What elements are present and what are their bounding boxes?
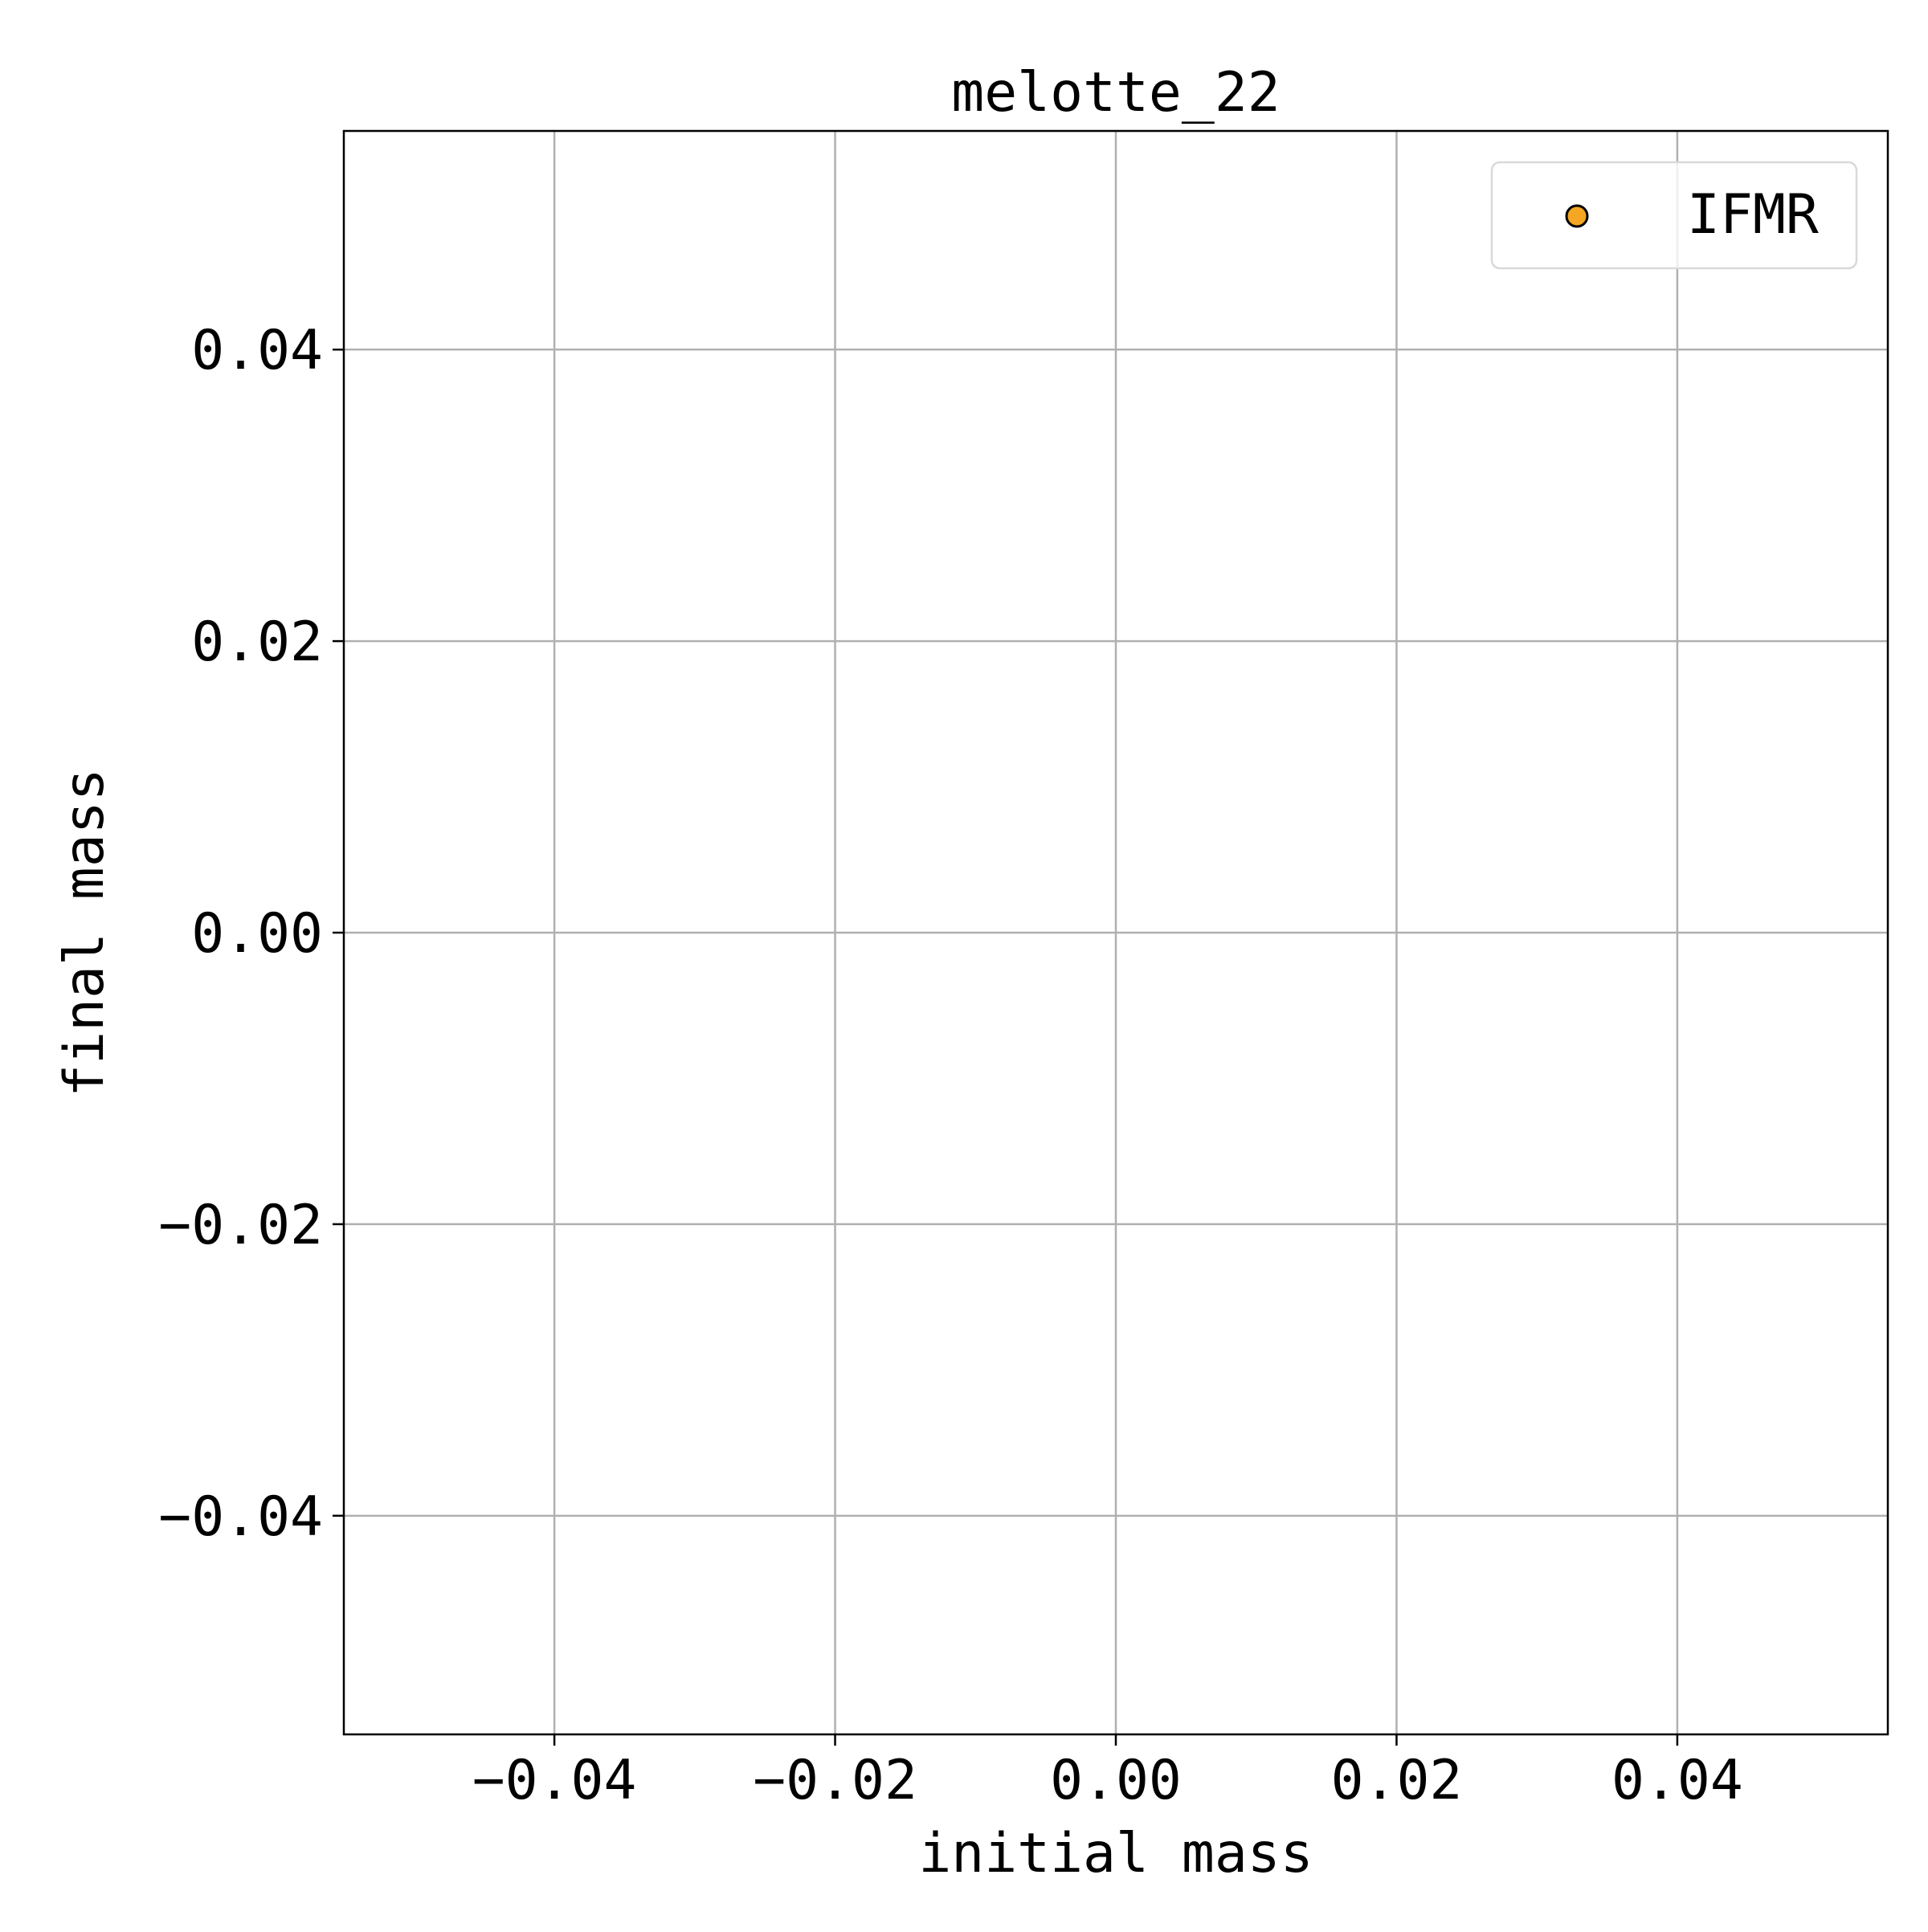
grid-lines <box>344 131 1888 1734</box>
chart-title: melotte_22 <box>951 61 1280 125</box>
y-tick-label: 0.04 <box>191 319 323 382</box>
legend: IFMR <box>1490 161 1858 270</box>
y-axis-label: final mass <box>53 768 116 1097</box>
y-tick-label: −0.02 <box>158 1194 323 1257</box>
x-tick-label: 0.02 <box>1331 1749 1463 1812</box>
x-tick-label: −0.02 <box>753 1749 917 1812</box>
x-tick-label: 0.04 <box>1611 1749 1743 1812</box>
legend-label-ifmr: IFMR <box>1687 183 1819 247</box>
y-tick-label: −0.04 <box>158 1485 323 1549</box>
x-tick-label: −0.04 <box>472 1749 637 1812</box>
legend-box <box>1490 161 1858 270</box>
legend-marker-ifmr <box>1565 204 1589 228</box>
axis-ticks: −0.04 −0.02 0.00 0.02 0.04 −0.04 −0.02 0.00 0.02… <box>158 319 1742 1812</box>
x-axis-label: initial mass <box>918 1822 1313 1885</box>
y-tick-label: 0.02 <box>191 611 323 674</box>
x-tick-label: 0.00 <box>1050 1749 1182 1812</box>
y-tick-label: 0.00 <box>191 902 323 966</box>
